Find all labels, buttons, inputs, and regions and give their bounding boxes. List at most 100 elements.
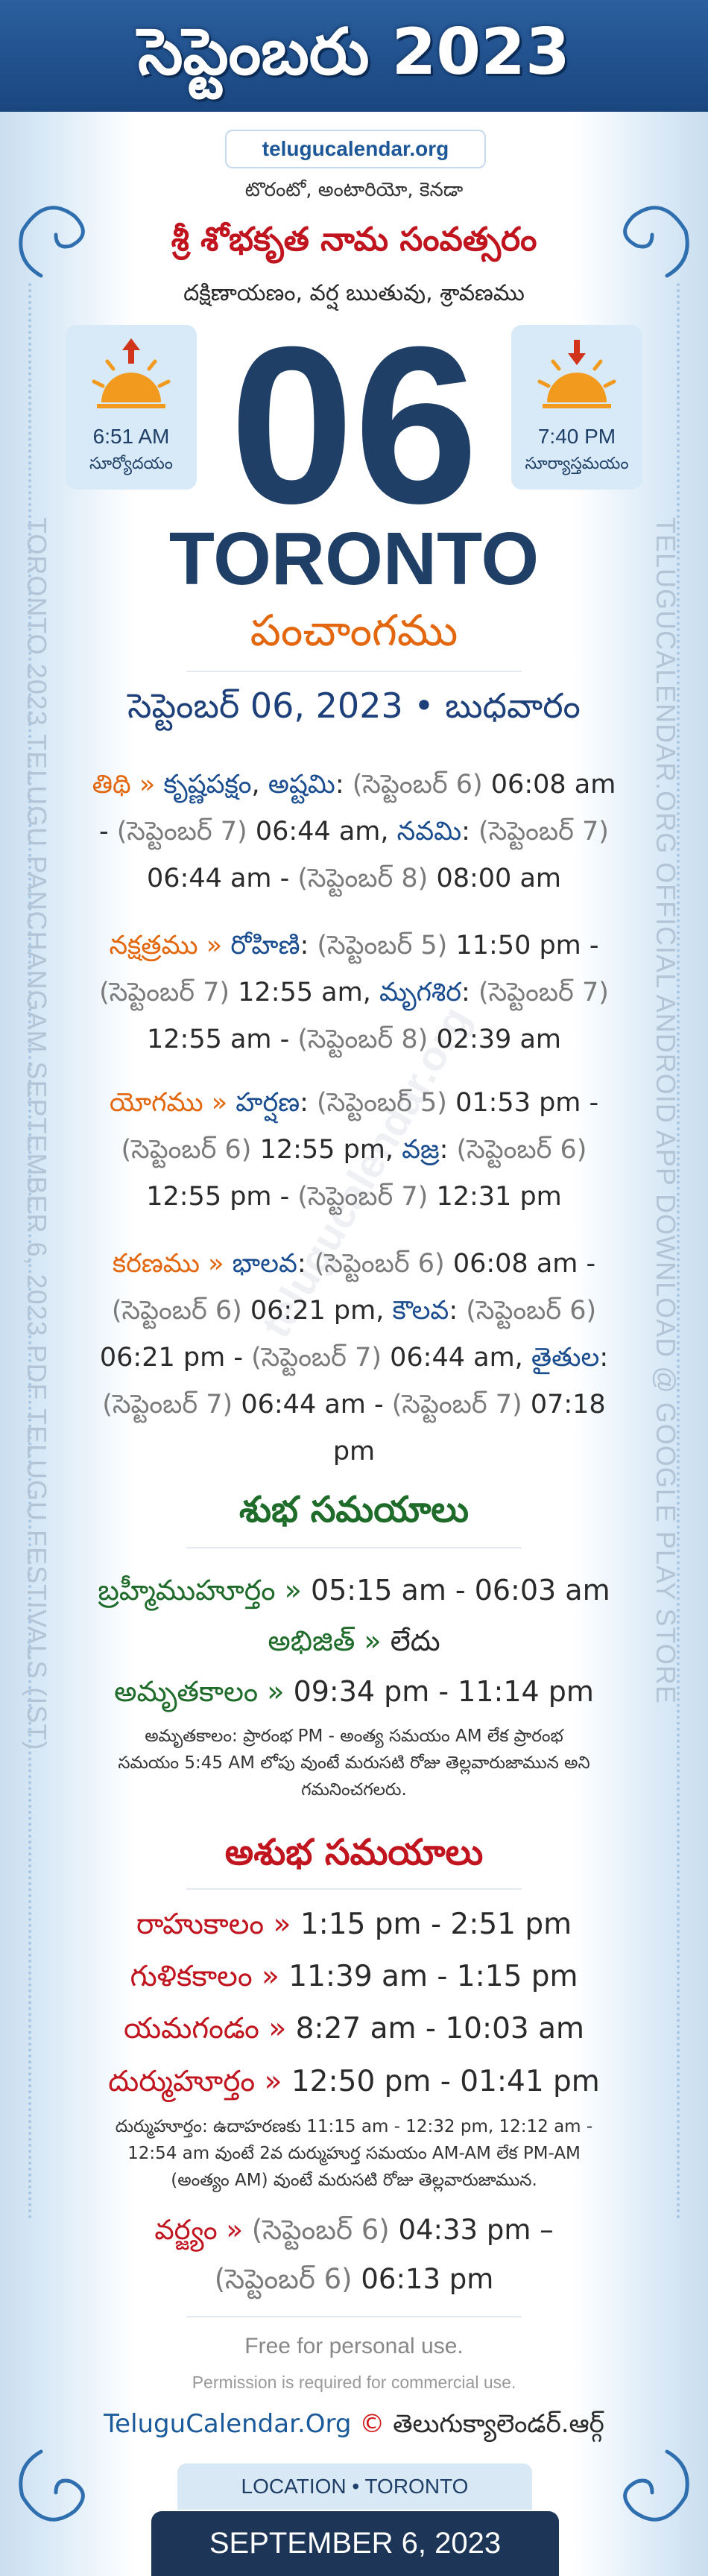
text-segment: (సెప్టెంబర్ 7) <box>102 1390 241 1420</box>
text-segment: కరణము » <box>112 1249 233 1279</box>
city: TORONTO <box>168 517 540 601</box>
text-segment: 06:44 am - <box>146 864 298 893</box>
text-segment: 06:44 am, <box>390 1343 531 1373</box>
text-segment: వర్జ్యం » <box>154 2214 252 2246</box>
text-segment: : <box>461 978 478 1007</box>
text-segment: (సెప్టెంబర్ 7) <box>297 1182 437 1212</box>
text-segment: రోహిణి <box>230 931 300 961</box>
text-segment: హర్షణ <box>236 1088 300 1118</box>
location: టొరంటో, అంటారియో, కెనడా <box>244 179 464 201</box>
shubha-item: బ్రహ్మీముహూర్తం » 05:15 am - 06:03 am <box>86 1568 622 1613</box>
varjyam: వర్జ్యం » (సెప్టెంబర్ 6) 04:33 pm – (సెప… <box>119 2206 589 2304</box>
sunset-label: సూర్యాస్తమయం <box>525 455 629 473</box>
text-segment: మృగశిర <box>379 978 462 1007</box>
text-segment: 05:15 am - 06:03 am <box>310 1574 610 1607</box>
corner-ornament <box>19 206 85 278</box>
text-segment: 09:34 pm - 11:14 pm <box>293 1675 594 1708</box>
text-segment: తెలుగుక్యాలెండర్.ఆర్గ్ <box>393 2409 604 2439</box>
decorations <box>19 206 689 2522</box>
divider <box>186 1888 522 1890</box>
text-segment: (సెప్టెంబర్ 6) <box>111 1296 250 1326</box>
divider <box>186 671 522 672</box>
text-segment: : <box>297 1249 315 1279</box>
text-segment: అభిజిత్ » <box>268 1624 391 1657</box>
text-segment: (సెప్టెంబర్ 8) <box>297 864 437 893</box>
text-segment: 06:44 am - <box>241 1390 392 1420</box>
text-segment: (సెప్టెంబర్ 7) <box>478 978 617 1007</box>
text-segment: (సెప్టెంబర్ 8) <box>297 1025 437 1054</box>
text-segment: 08:00 am <box>436 864 561 893</box>
text-segment: (సెప్టెంబర్ 7) <box>478 817 618 846</box>
date-line: సెప్టెంబర్ 06, 2023 • బుధవారం <box>127 686 581 726</box>
panchang-item: తిథి » కృష్ణపక్షం, అష్టమి: (సెప్టెంబర్ 6… <box>86 762 622 902</box>
shubha-item: అభిజిత్ » లేదు <box>86 1618 622 1663</box>
text-segment: యమగండం » <box>123 2012 296 2045</box>
text-segment: 11:50 pm - <box>455 931 607 961</box>
corner-ornament <box>623 2449 689 2522</box>
header-band <box>0 0 708 112</box>
ashubha-note: దుర్ముహూర్తం: ఉదాహరణకు 11:15 am - 12:32 … <box>115 2117 593 2190</box>
text-segment: 8:27 am - 10:03 am <box>295 2012 585 2045</box>
text-segment: బ్రహ్మీముహూర్తం » <box>98 1574 311 1607</box>
sunrise-box: 6:51 AM సూర్యోదయం <box>66 325 197 490</box>
text-segment: : <box>300 931 317 961</box>
permission-note: Permission is required for commercial us… <box>192 2373 516 2392</box>
text-segment: (సెప్టెంబర్ 7) <box>391 1390 531 1420</box>
credit: TeluguCalendar.Org © తెలుగుక్యాలెండర్.ఆర… <box>0 2405 708 2443</box>
shubha-heading: శుభ సమయాలు <box>239 1489 469 1531</box>
side-text: TELUGUCALENDAR.ORG OFFICIAL ANDROID APP … <box>651 517 681 1704</box>
shubha-item: అమృతకాలం » 09:34 pm - 11:14 pm <box>86 1669 622 1714</box>
text-segment: 04:33 pm – <box>398 2214 563 2246</box>
free-note: Free for personal use. <box>244 2334 464 2358</box>
text-segment: తైతుల <box>531 1343 600 1373</box>
text-segment: : <box>599 1343 617 1373</box>
text-segment: గుళికకాలం » <box>130 1960 289 1993</box>
text-segment: : <box>461 817 479 846</box>
text-segment: (సెప్టెంబర్ 7) <box>116 817 256 846</box>
text-segment: 12:55 am - <box>146 1025 298 1054</box>
ashubha-item: దుర్ముహూర్తం » 12:50 pm - 01:41 pm <box>86 2059 622 2105</box>
text-segment: నవమి <box>396 817 462 846</box>
sunset-icon <box>537 340 616 408</box>
text-segment: 02:39 am <box>436 1025 561 1054</box>
year-name: శ్రీ శోభకృత నామ సంవత్సరం <box>171 221 537 259</box>
text-segment: 1:15 pm - 2:51 pm <box>300 1908 572 1941</box>
text-segment: రాహుకాలం » <box>136 1908 300 1941</box>
panchangam-label: పంచాంగము <box>250 605 458 656</box>
text-segment: 12:55 am, <box>238 978 379 1007</box>
side-text: TORONTO 2023 TELUGU PANCHANGAM SEPTEMBER… <box>22 517 52 1751</box>
text-segment: కృష్ణపక్షం <box>163 770 252 800</box>
sunset-box: 7:40 PM సూర్యాస్తమయం <box>511 325 642 490</box>
text-segment: 06:44 am, <box>255 817 397 846</box>
page-title: సెప్టెంబరు 2023 <box>138 15 570 89</box>
text-segment: TeluguCalendar.Org <box>104 2409 360 2439</box>
text-segment: (సెప్టెంబర్ 6) <box>314 1249 453 1279</box>
divider <box>186 1547 522 1548</box>
sunrise-label: సూర్యోదయం <box>89 455 173 473</box>
sunrise-time: 6:51 AM <box>92 425 170 448</box>
text-segment: నక్షత్రము » <box>109 931 231 961</box>
sunset-time: 7:40 PM <box>537 425 616 448</box>
panchang-item: నక్షత్రము » రోహిణి: (సెప్టెంబర్ 5) 11:50… <box>86 923 622 1063</box>
text-segment: : <box>300 1088 317 1118</box>
text-segment: (సెప్టెంబర్ 5) <box>317 931 456 961</box>
dotted-rule <box>28 283 31 2221</box>
text-segment: వజ్ర <box>402 1135 440 1165</box>
shubha-note: అమృతకాలం: ప్రారంభ PM - అంత్య సమయం AM లేక… <box>118 1727 590 1800</box>
text-segment: 12:55 pm - <box>146 1182 298 1212</box>
corner-ornament <box>623 206 689 278</box>
text-segment: 12:31 pm <box>436 1182 562 1212</box>
panchang-item: యోగము » హర్షణ: (సెప్టెంబర్ 5) 01:53 pm -… <box>86 1080 622 1221</box>
text-segment: కౌలవ <box>392 1296 449 1326</box>
site-link[interactable]: telugucalendar.org <box>225 130 486 168</box>
text-segment: (సెప్టెంబర్ 7) <box>99 978 238 1007</box>
season: దక్షిణాయణం, వర్ష ఋతువు, శ్రావణము <box>183 280 525 306</box>
text-segment: , <box>251 770 268 800</box>
divider <box>186 2316 522 2317</box>
text-segment: 12:50 pm - 01:41 pm <box>291 2065 600 2098</box>
text-segment: 07:18 pm <box>332 1390 614 1466</box>
text-segment: 11:39 am - 1:15 pm <box>288 1960 578 1993</box>
sunrise-icon <box>92 338 171 408</box>
text-segment: 06:21 pm - <box>99 1343 252 1373</box>
